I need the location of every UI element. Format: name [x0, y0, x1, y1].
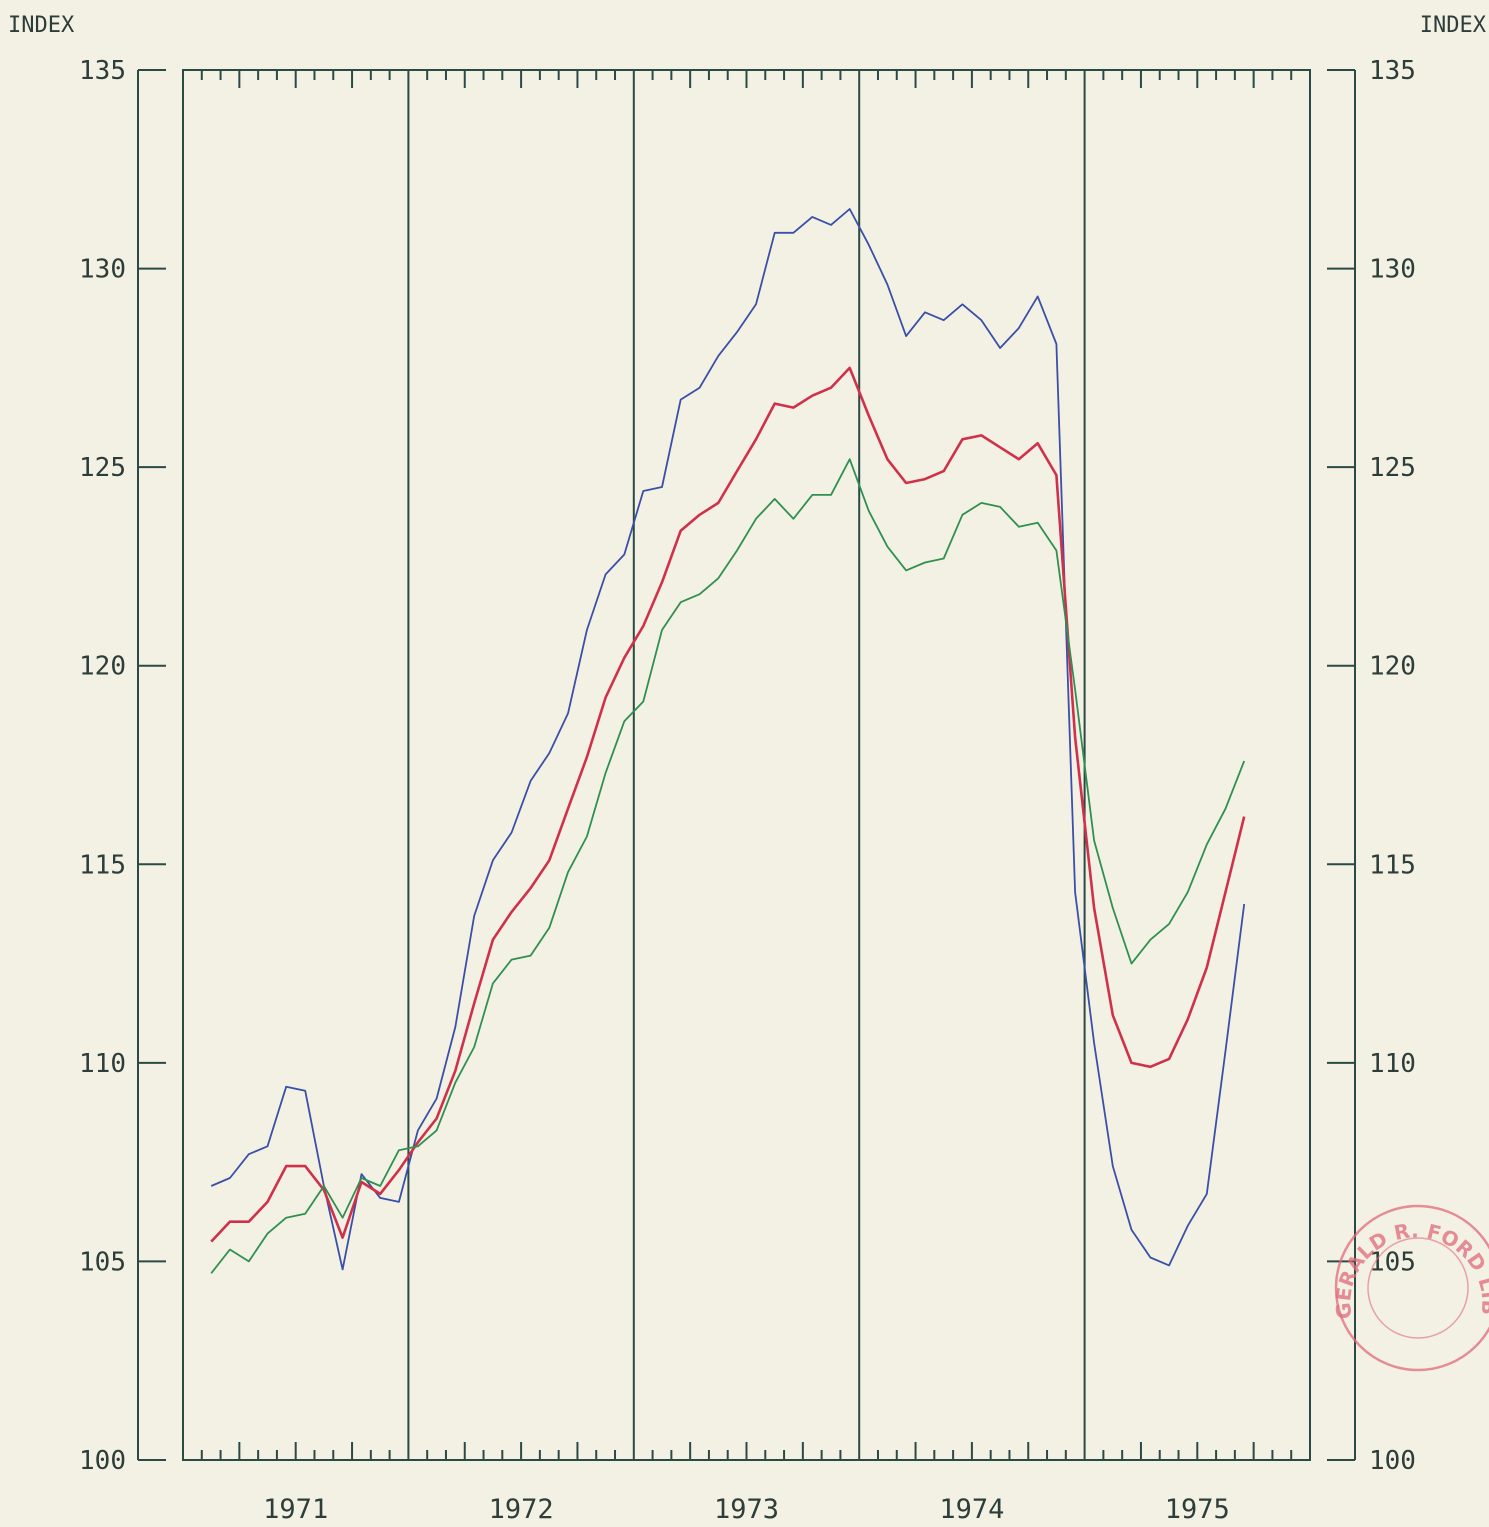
y-axis-title-left: INDEX	[8, 13, 75, 38]
stamp-outer-ring	[1334, 1204, 1489, 1372]
series-lines	[210, 208, 1246, 1274]
y-tick-label-left: 120	[79, 652, 126, 682]
tick-marks	[138, 69, 1355, 1461]
stamp-inner-ring	[1367, 1237, 1469, 1339]
x-year-label: 1972	[489, 1494, 554, 1525]
y-tick-label-right: 125	[1369, 453, 1416, 483]
y-tick-label-left: 125	[79, 453, 126, 483]
y-tick-label-left: 110	[79, 1049, 126, 1079]
y-tick-label-left: 105	[79, 1247, 126, 1277]
y-tick-label-right: 135	[1369, 56, 1416, 86]
x-year-label: 1974	[939, 1494, 1004, 1525]
stamp-text: GERALD R. FORD LIBRARY	[0, 0, 1489, 1320]
y-tick-label-right: 120	[1369, 652, 1416, 682]
series-line	[210, 366, 1246, 1243]
y-tick-label-right: 100	[1369, 1446, 1416, 1476]
plot-border	[182, 69, 1311, 1461]
plot-frame	[137, 69, 1356, 1461]
y-tick-label-right: 115	[1369, 850, 1416, 880]
series-line	[210, 208, 1246, 1271]
axis-labels: INDEX INDEX 100 100 105 105 110 110 115 115 120 1…	[8, 13, 1487, 1525]
x-year-label: 1975	[1165, 1494, 1230, 1525]
y-axis-title-right: INDEX	[1420, 13, 1487, 38]
y-tick-label-left: 130	[79, 255, 126, 285]
series-line	[210, 458, 1246, 1274]
y-tick-label-right: 130	[1369, 255, 1416, 285]
y-tick-label-right: 105	[1369, 1247, 1416, 1277]
y-tick-label-right: 110	[1369, 1049, 1416, 1079]
y-tick-label-left: 100	[79, 1446, 126, 1476]
stamp-text-path: GERALD R. FORD LIBRARY	[0, 0, 1489, 1320]
y-tick-label-left: 135	[79, 56, 126, 86]
x-year-label: 1973	[714, 1494, 779, 1525]
library-stamp: GERALD R. FORD LIBRARY	[0, 0, 1489, 1372]
y-tick-label-left: 115	[79, 850, 126, 880]
x-year-label: 1971	[263, 1494, 328, 1525]
